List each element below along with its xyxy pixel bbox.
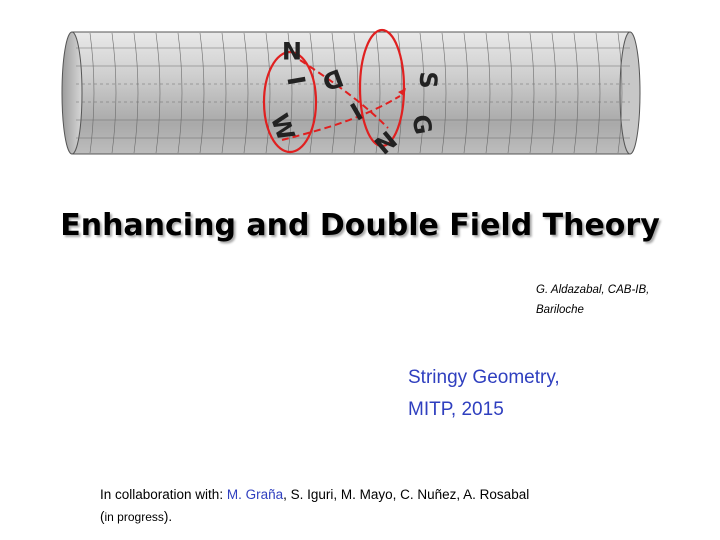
- winding-loop-right: [358, 28, 406, 148]
- venue-block: Stringy Geometry, MITP, 2015: [408, 362, 560, 426]
- cylinder-grid: [76, 32, 630, 154]
- progress-open: (: [100, 509, 105, 524]
- progress-close: ).: [163, 509, 173, 524]
- grid-ring: [441, 32, 447, 154]
- grid-ring: [133, 32, 139, 154]
- winding-arrow: [398, 88, 406, 96]
- grid-ring: [155, 32, 161, 154]
- cylinder-left-cap: [61, 31, 83, 155]
- grid-ring: [177, 32, 183, 154]
- cylinder-right-cap: [619, 31, 641, 155]
- grid-ring: [573, 32, 579, 154]
- logo-letter: G: [406, 112, 437, 136]
- collaborators-rest: , S. Iguri, M. Mayo, C. Nuñez, A. Rosaba…: [283, 487, 530, 502]
- grid-ring: [221, 32, 227, 154]
- logo-letter: N: [282, 36, 302, 64]
- logo-letter: S: [414, 71, 442, 88]
- progress-note: in progress: [104, 510, 164, 524]
- grid-ring: [89, 32, 95, 154]
- author-name: G. Aldazabal, CAB-IB,: [536, 284, 650, 296]
- grid-ring: [375, 32, 381, 154]
- grid-ring: [265, 32, 271, 154]
- slide-title: Enhancing and Double Field Theory: [60, 208, 660, 243]
- venue-place-year: MITP, 2015: [408, 399, 504, 420]
- grid-ring: [529, 32, 535, 154]
- progress-line: (in progress).: [100, 506, 529, 528]
- collaboration-line: In collaboration with: M. Graña, S. Igur…: [100, 484, 529, 506]
- author-location: Bariloche: [536, 304, 584, 316]
- grid-ring: [243, 32, 249, 154]
- grid-ring: [111, 32, 117, 154]
- venue-conference: Stringy Geometry,: [408, 367, 560, 388]
- grid-ring: [551, 32, 557, 154]
- grid-ring: [507, 32, 513, 154]
- grid-ring: [485, 32, 491, 154]
- grid-ring: [617, 32, 623, 154]
- winding-path-dashed: [281, 59, 401, 141]
- grid-ring: [331, 32, 337, 154]
- author-block: G. Aldazabal, CAB-IB, Bariloche: [536, 280, 706, 320]
- grid-ring: [463, 32, 469, 154]
- grid-ring: [199, 32, 205, 154]
- grid-ring: [353, 32, 359, 154]
- grid-ring: [309, 32, 315, 154]
- cylinder-body: [71, 31, 631, 155]
- grid-ring: [595, 32, 601, 154]
- winding-loop-left: [262, 50, 318, 154]
- grid-ring: [419, 32, 425, 154]
- collaboration-note: In collaboration with: M. Graña, S. Igur…: [100, 484, 529, 528]
- collaboration-prefix: In collaboration with:: [100, 487, 227, 502]
- grid-ring: [287, 32, 293, 154]
- collaborator-highlight: M. Graña: [226, 487, 284, 502]
